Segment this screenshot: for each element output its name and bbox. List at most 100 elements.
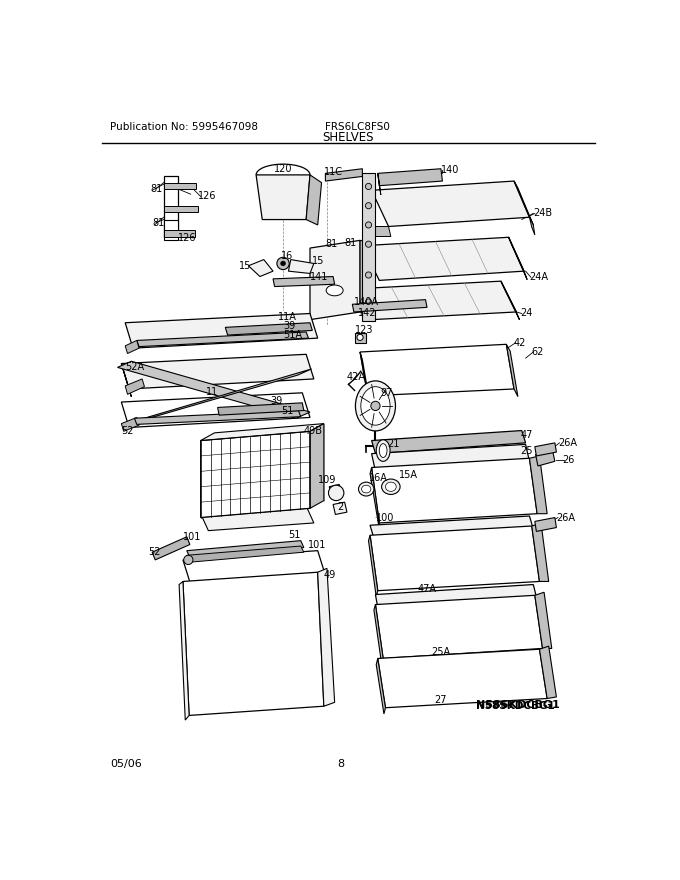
Text: 52: 52 xyxy=(121,426,134,436)
Polygon shape xyxy=(310,240,360,319)
Polygon shape xyxy=(201,431,310,517)
Text: 51A: 51A xyxy=(283,330,302,340)
Polygon shape xyxy=(135,410,301,424)
Polygon shape xyxy=(535,592,551,649)
Text: 27: 27 xyxy=(435,695,447,705)
Text: 11A: 11A xyxy=(277,312,296,321)
Text: 100: 100 xyxy=(376,513,394,524)
Circle shape xyxy=(365,202,371,209)
Polygon shape xyxy=(164,219,177,240)
Polygon shape xyxy=(371,181,530,226)
Polygon shape xyxy=(360,240,370,315)
Polygon shape xyxy=(125,369,311,425)
Text: 26A: 26A xyxy=(556,512,575,523)
Ellipse shape xyxy=(358,482,374,496)
Polygon shape xyxy=(152,537,190,560)
Text: 25A: 25A xyxy=(431,648,450,657)
Text: 42A: 42A xyxy=(347,371,366,382)
Polygon shape xyxy=(355,282,516,319)
Polygon shape xyxy=(121,417,139,431)
Polygon shape xyxy=(218,403,304,415)
Polygon shape xyxy=(164,176,177,237)
Text: 52A: 52A xyxy=(125,363,144,372)
Circle shape xyxy=(365,272,371,278)
Circle shape xyxy=(365,299,371,305)
Circle shape xyxy=(184,555,193,565)
Polygon shape xyxy=(118,361,310,418)
Text: 15: 15 xyxy=(311,256,324,266)
Text: 62: 62 xyxy=(532,347,544,357)
Polygon shape xyxy=(514,181,533,225)
Text: 8: 8 xyxy=(337,759,344,769)
Text: 123: 123 xyxy=(355,326,373,335)
Text: 2: 2 xyxy=(338,502,344,512)
Text: N58SKDCBG1: N58SKDCBG1 xyxy=(475,701,554,711)
Polygon shape xyxy=(378,169,443,186)
Polygon shape xyxy=(530,456,547,514)
Polygon shape xyxy=(362,238,524,281)
Polygon shape xyxy=(378,649,547,708)
Polygon shape xyxy=(374,605,383,664)
Text: 21: 21 xyxy=(387,439,399,450)
Text: 15A: 15A xyxy=(399,470,418,480)
Polygon shape xyxy=(326,169,362,181)
Polygon shape xyxy=(164,182,196,189)
Text: 49B: 49B xyxy=(304,426,323,436)
Ellipse shape xyxy=(356,381,396,431)
Polygon shape xyxy=(371,458,537,523)
Polygon shape xyxy=(360,352,370,404)
Polygon shape xyxy=(273,276,335,287)
Polygon shape xyxy=(532,523,549,582)
Text: 26A: 26A xyxy=(558,438,577,448)
Text: 81: 81 xyxy=(150,184,163,194)
Text: 126: 126 xyxy=(199,192,217,202)
Polygon shape xyxy=(256,175,310,219)
Polygon shape xyxy=(378,173,381,195)
Polygon shape xyxy=(125,341,139,354)
Polygon shape xyxy=(187,540,304,558)
Text: 47A: 47A xyxy=(418,584,437,594)
Polygon shape xyxy=(371,444,530,472)
Polygon shape xyxy=(329,484,342,499)
Text: 11C: 11C xyxy=(324,167,343,177)
Polygon shape xyxy=(201,506,314,531)
Polygon shape xyxy=(164,231,194,237)
Polygon shape xyxy=(248,260,273,276)
Polygon shape xyxy=(371,430,526,454)
Polygon shape xyxy=(137,332,309,347)
Text: 140: 140 xyxy=(441,165,459,175)
Polygon shape xyxy=(318,568,335,706)
Ellipse shape xyxy=(362,485,371,493)
Text: 24A: 24A xyxy=(530,272,549,282)
Text: N58SKDCBG1: N58SKDCBG1 xyxy=(475,700,559,709)
Text: 97: 97 xyxy=(381,388,393,398)
Polygon shape xyxy=(376,658,386,714)
Text: SHELVES: SHELVES xyxy=(323,131,374,144)
Text: 16A: 16A xyxy=(369,473,388,483)
Text: 15: 15 xyxy=(239,260,252,271)
Polygon shape xyxy=(370,516,533,539)
Text: 25: 25 xyxy=(520,445,532,456)
Polygon shape xyxy=(333,502,347,515)
Ellipse shape xyxy=(379,444,387,458)
Polygon shape xyxy=(310,423,324,509)
Text: 120: 120 xyxy=(274,164,292,173)
Text: 109: 109 xyxy=(318,475,336,485)
Text: 49: 49 xyxy=(323,570,335,580)
Text: Publication No: 5995467098: Publication No: 5995467098 xyxy=(109,122,258,132)
Polygon shape xyxy=(352,299,427,312)
Text: 11: 11 xyxy=(206,387,218,397)
Text: 81: 81 xyxy=(326,239,338,249)
Text: 39: 39 xyxy=(283,321,295,331)
Text: 24: 24 xyxy=(520,309,532,319)
Text: 126: 126 xyxy=(177,233,196,243)
Circle shape xyxy=(371,401,380,410)
Polygon shape xyxy=(539,646,556,699)
Text: 05/06: 05/06 xyxy=(109,759,141,769)
Polygon shape xyxy=(360,344,514,396)
Polygon shape xyxy=(535,443,556,456)
Polygon shape xyxy=(183,551,326,584)
Circle shape xyxy=(365,222,371,228)
Polygon shape xyxy=(375,595,543,658)
Ellipse shape xyxy=(326,285,343,296)
